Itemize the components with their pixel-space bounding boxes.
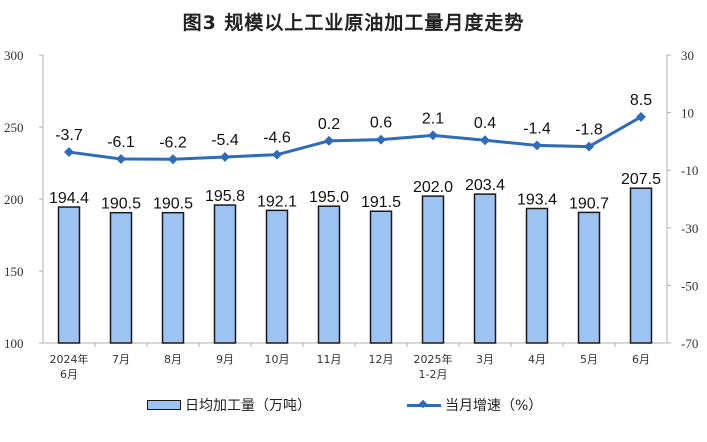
x-axis-category-label: 8月: [164, 353, 182, 366]
x-axis-category-label: 10月: [265, 353, 290, 366]
bar: [525, 207, 549, 344]
bar-value-label: 190.5: [153, 196, 193, 213]
left-axis-tick-label: 150: [4, 264, 24, 279]
line-value-label: 0.2: [318, 116, 340, 133]
line-marker-icon: [64, 147, 74, 158]
right-axis-tick-label: 10: [681, 106, 694, 121]
left-axis-tick-label: 300: [4, 48, 24, 63]
bar-value-label: 190.5: [101, 196, 141, 213]
bar-value-label: 202.0: [413, 179, 453, 196]
x-axis-category-label: 3月: [476, 353, 494, 366]
x-axis-category-label: 7月: [112, 353, 130, 366]
line-value-label: 0.6: [370, 115, 392, 132]
line-value-label: -4.6: [263, 130, 291, 147]
bar-value-label: 207.5: [621, 171, 661, 188]
x-axis-category-label: 11月: [317, 353, 342, 366]
right-axis-tick-label: -10: [681, 163, 698, 178]
line-value-label: -1.4: [523, 120, 551, 137]
bar: [577, 211, 601, 344]
bar-swatch-icon: [147, 400, 181, 410]
line-marker-icon: [376, 134, 386, 145]
x-axis-category-label: 2024年: [50, 352, 89, 366]
line-value-label: -1.8: [575, 122, 603, 139]
line-value-label: -6.1: [107, 134, 135, 151]
bar-value-label: 194.4: [49, 190, 89, 207]
left-axis-tick-label: 200: [4, 192, 24, 207]
bar-value-label: 203.4: [465, 177, 505, 194]
right-axis-tick-label: -70: [681, 336, 698, 351]
bar: [317, 205, 341, 344]
line-value-label: 0.4: [474, 115, 496, 132]
line-value-label: 2.1: [422, 110, 444, 127]
bar-value-label: 192.1: [257, 193, 297, 210]
bar-value-label: 195.0: [309, 189, 349, 206]
line-marker-icon: [584, 141, 594, 152]
x-axis-category-label: 12月: [369, 353, 394, 366]
x-axis-category-label: 9月: [216, 353, 234, 366]
line-marker-icon: [428, 130, 438, 141]
bar: [421, 195, 445, 344]
bar-value-label: 190.7: [569, 195, 609, 212]
line-marker-icon: [636, 111, 646, 122]
growth-rate-line: [68, 115, 642, 161]
bar: [109, 211, 133, 344]
line-value-label: -3.7: [55, 127, 83, 144]
x-axis-category-label: 6月: [60, 368, 78, 381]
right-axis-tick-label: -30: [681, 221, 698, 236]
left-axis-tick-label: 100: [4, 336, 24, 351]
bar: [213, 204, 237, 344]
bar-value-label: 193.4: [517, 192, 557, 209]
x-axis-category-label: 2025年: [414, 352, 453, 366]
bar-value-label: 191.5: [361, 194, 401, 211]
bar: [57, 206, 81, 344]
line-marker-swatch-icon: [407, 399, 441, 411]
legend-item-growth-rate: 当月增速（%）: [407, 396, 542, 414]
bar: [265, 209, 289, 344]
x-axis-category-label: 5月: [580, 353, 598, 366]
line-marker-icon: [272, 149, 282, 160]
legend-item-daily-volume: 日均加工量（万吨）: [147, 396, 311, 414]
legend-label-daily-volume: 日均加工量（万吨）: [185, 398, 311, 414]
bar: [629, 187, 653, 344]
line-marker-icon: [168, 154, 178, 165]
line-marker-icon: [220, 152, 230, 162]
x-axis-category-label: 6月: [632, 353, 650, 366]
x-axis-category-label: 1-2月: [419, 368, 448, 381]
line-marker-icon: [480, 135, 490, 146]
line-value-label: -6.2: [159, 134, 187, 151]
bar-value-label: 195.8: [205, 188, 245, 205]
right-axis-tick-label: -50: [681, 278, 698, 293]
right-axis-tick-label: 30: [681, 48, 694, 63]
line-marker-icon: [324, 135, 334, 146]
left-axis-tick-label: 250: [4, 120, 24, 135]
chart-title: 图3 规模以上工业原油加工量月度走势: [182, 12, 525, 34]
line-marker-icon: [116, 154, 126, 164]
bar: [161, 211, 185, 344]
legend-label-growth-rate: 当月增速（%）: [445, 398, 543, 414]
line-value-label: -5.4: [211, 132, 239, 149]
x-axis-category-label: 4月: [528, 353, 546, 366]
bar: [473, 193, 497, 344]
line-marker-icon: [532, 140, 542, 151]
bar: [369, 210, 393, 344]
line-value-label: 8.5: [630, 92, 652, 109]
